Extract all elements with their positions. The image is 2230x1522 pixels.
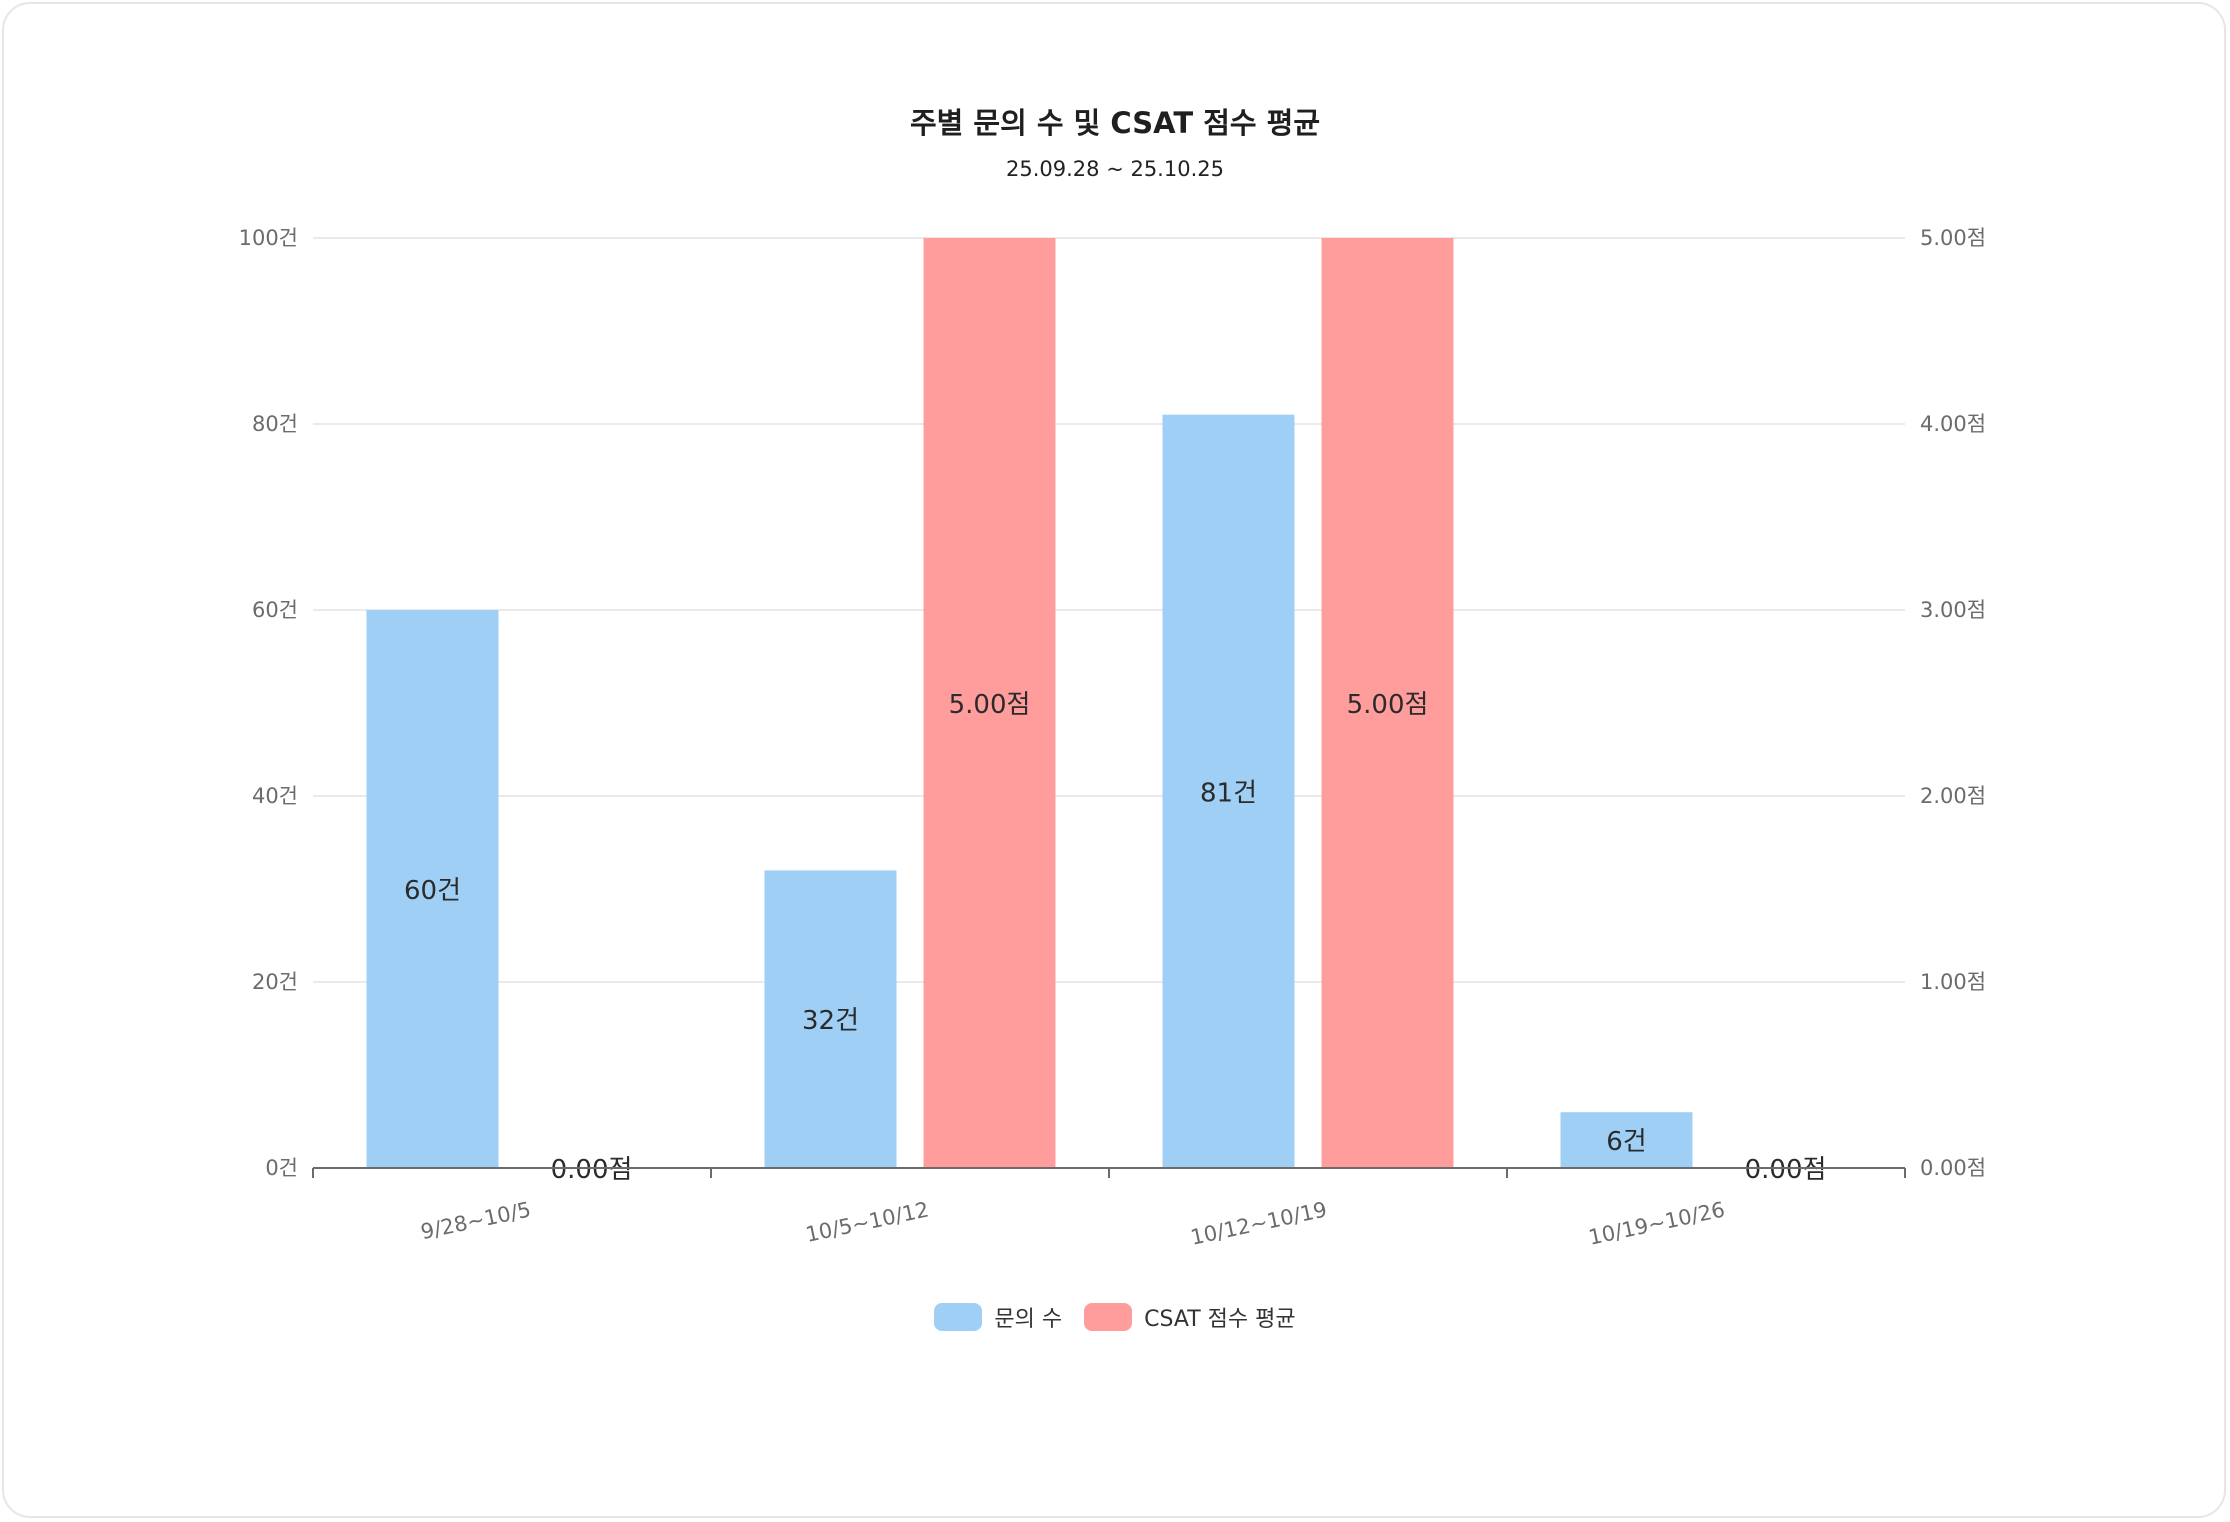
data-label-csat: 0.00점 — [551, 1155, 633, 1185]
chart-legend: 문의 수 CSAT 점수 평균 — [0, 1301, 2230, 1333]
y-right-tick-label: 2.00점 — [1920, 784, 1986, 808]
y-right-tick-label: 3.00점 — [1920, 598, 1986, 622]
bar-inquiries — [1162, 414, 1295, 1168]
y-left-tick-label: 100건 — [239, 226, 298, 250]
data-label-csat: 5.00점 — [949, 690, 1031, 720]
y-right-tick-label: 4.00점 — [1920, 412, 1986, 436]
y-right-tick-label: 1.00점 — [1920, 970, 1986, 994]
data-label-csat: 0.00점 — [1745, 1155, 1827, 1185]
legend-label-csat: CSAT 점수 평균 — [1144, 1307, 1296, 1332]
y-left-tick-label: 40건 — [252, 784, 298, 808]
chart-title: 주별 문의 수 및 CSAT 점수 평균 — [909, 106, 1321, 140]
legend-swatch-inquiries — [934, 1303, 983, 1331]
x-tick-label: 10/12~10/19 — [1188, 1197, 1329, 1249]
legend-swatch-csat — [1084, 1303, 1133, 1331]
bar-inquiries — [366, 610, 499, 1168]
bar-csat — [923, 238, 1056, 1168]
legend-item-inquiries[interactable]: 문의 수 — [934, 1301, 1062, 1333]
bar-inquiries — [764, 870, 897, 1168]
y-right-tick-label: 5.00점 — [1920, 226, 1986, 250]
x-tick-label: 10/5~10/12 — [804, 1197, 932, 1247]
legend-label-inquiries: 문의 수 — [994, 1307, 1063, 1332]
data-label-csat: 5.00점 — [1347, 690, 1429, 720]
data-label-inquiries: 6건 — [1606, 1127, 1646, 1157]
chart-subtitle: 25.09.28 ~ 25.10.25 — [1006, 157, 1224, 181]
data-label-inquiries: 32건 — [802, 1006, 859, 1036]
legend-item-csat[interactable]: CSAT 점수 평균 — [1084, 1301, 1296, 1333]
x-tick-label: 10/19~10/26 — [1586, 1197, 1727, 1249]
y-left-tick-label: 80건 — [252, 412, 298, 436]
x-tick-label: 9/28~10/5 — [419, 1197, 533, 1244]
data-label-inquiries: 81건 — [1200, 778, 1257, 808]
data-label-inquiries: 60건 — [404, 876, 461, 906]
bar-csat — [1321, 238, 1454, 1168]
y-left-tick-label: 20건 — [252, 970, 298, 994]
y-left-tick-label: 0건 — [265, 1156, 298, 1180]
bar-inquiries — [1560, 1112, 1693, 1168]
y-right-tick-label: 0.00점 — [1920, 1156, 1986, 1180]
y-left-tick-label: 60건 — [252, 598, 298, 622]
